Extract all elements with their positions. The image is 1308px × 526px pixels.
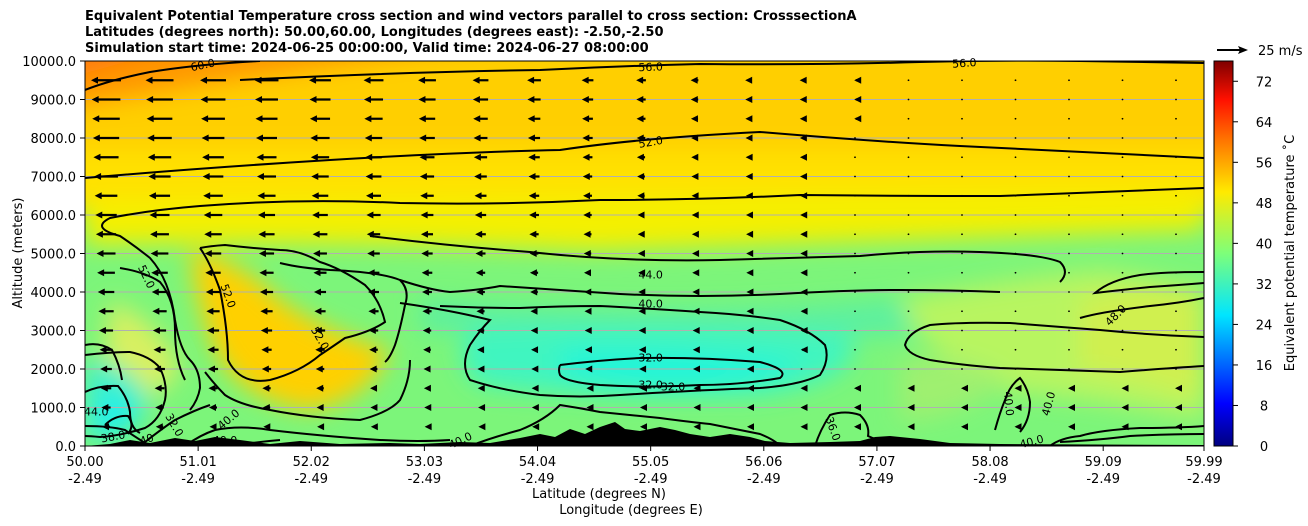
contour-label: 32.0 xyxy=(638,351,663,364)
y-tick-label: 6000.0 xyxy=(31,209,77,224)
x-tick-label-lon: -2.49 xyxy=(973,472,1007,487)
y-tick-label: 3000.0 xyxy=(31,325,77,340)
x-tick-label-lon: -2.49 xyxy=(634,472,668,487)
y-tick-label: 7000.0 xyxy=(31,171,77,186)
y-tick-label: 0.0 xyxy=(55,440,76,455)
contour-label: 38.0 xyxy=(100,428,126,445)
contour-label: 56.0 xyxy=(952,56,977,71)
contour-label-text: 56.0 xyxy=(638,60,663,74)
x-axis-label-secondary: Longitude (degrees E) xyxy=(559,503,703,518)
contour-label: 40.0 xyxy=(1001,391,1016,417)
title-line-3: Simulation start time: 2024-06-25 00:00:… xyxy=(85,41,649,56)
x-tick-label-lon: -2.49 xyxy=(860,472,894,487)
contour-label-text: 44.0 xyxy=(638,269,663,282)
colorbar-tick-label: 56 xyxy=(1256,156,1273,171)
contour-label-text: 40.0 xyxy=(213,434,238,447)
y-tick-label: 2000.0 xyxy=(31,363,77,378)
terrain xyxy=(85,422,1204,446)
colorbar-ticks: 0 8 16 24 32 40 48 56 64 72 xyxy=(1233,75,1272,455)
contour-lines xyxy=(85,61,1204,446)
contour-label: 40 xyxy=(138,431,156,448)
colorbar-tick-label: 72 xyxy=(1256,75,1273,90)
title-line-2: Latitudes (degrees north): 50.00,60.00, … xyxy=(85,25,664,40)
x-tick-label-lat: 58.08 xyxy=(971,455,1008,470)
x-tick-label-lat: 50.00 xyxy=(66,455,103,470)
title-line-1: Equivalent Potential Temperature cross s… xyxy=(85,9,857,24)
colorbar-tick-label: 24 xyxy=(1256,318,1273,333)
quiver-key-label: 25 m/s xyxy=(1258,44,1303,59)
x-tick-label-lat: 59.09 xyxy=(1085,455,1122,470)
contour-label-text: 40.0 xyxy=(1001,391,1016,417)
contour-label: 40.0 xyxy=(638,298,663,311)
colorbar-tick-label: 0 xyxy=(1260,440,1268,455)
x-tick-label-lat: 57.07 xyxy=(858,455,895,470)
x-axis-ticks: 50.00 -2.49 51.01 -2.49 52.02 -2.49 53.03 -2.49… xyxy=(66,446,1223,487)
contour-label: 40.0 xyxy=(213,434,238,447)
colorbar-tick-label: 64 xyxy=(1256,116,1273,131)
y-tick-label: 10000.0 xyxy=(22,55,76,70)
quiver-key-arrow-icon xyxy=(1238,46,1248,54)
contour-label: 32.0 xyxy=(661,380,686,393)
x-tick-label-lat: 51.01 xyxy=(180,455,217,470)
x-tick-label-lat: 52.02 xyxy=(293,455,330,470)
contour-label-text: 40 xyxy=(138,431,156,448)
quiver-key: 25 m/s xyxy=(1217,44,1303,59)
x-tick-label-lon: -2.49 xyxy=(181,472,215,487)
y-tick-label: 5000.0 xyxy=(31,248,77,263)
colorbar-tick-label: 32 xyxy=(1256,278,1273,293)
contour-label: 32.0 xyxy=(638,378,663,391)
contour-label-text: 52.0 xyxy=(638,134,664,151)
colorbar-tick-label: 48 xyxy=(1256,197,1273,212)
x-tick-label-lon: -2.49 xyxy=(521,472,555,487)
y-tick-label: 1000.0 xyxy=(31,402,77,417)
colorbar-tick-label: 16 xyxy=(1256,359,1273,374)
x-tick-label-lat: 54.04 xyxy=(519,455,556,470)
y-axis-label: Altitude (meters) xyxy=(11,198,26,309)
x-tick-label-lon: -2.49 xyxy=(408,472,442,487)
colorbar-label: Equivalent potential temperature ˚C xyxy=(1282,135,1298,371)
x-tick-label-lat: 56.06 xyxy=(745,455,782,470)
x-tick-label-lon: -2.49 xyxy=(68,472,102,487)
x-axis-label: Latitude (degrees N) xyxy=(532,487,666,502)
x-tick-label-lon: -2.49 xyxy=(1086,472,1120,487)
contour-label-text: 32.0 xyxy=(638,378,663,391)
contour-label-text: 40.0 xyxy=(1018,432,1045,451)
contour-label-text: 32.0 xyxy=(638,351,663,364)
contour-label-text: 40.0 xyxy=(1039,390,1058,417)
contour-label: 52.0 xyxy=(638,134,664,151)
contour-label: 40.0 xyxy=(1018,432,1045,451)
y-tick-label: 8000.0 xyxy=(31,132,77,147)
colorbar-gradient xyxy=(1213,60,1234,447)
contour-label-text: 38.0 xyxy=(100,428,126,445)
x-tick-label-lon: -2.49 xyxy=(294,472,328,487)
x-tick-label-lon: -2.49 xyxy=(1187,472,1221,487)
contour-label-text: 44.0 xyxy=(84,405,109,418)
contour-label-text: 32.0 xyxy=(661,380,686,393)
colorbar: 0 8 16 24 32 40 48 56 64 72 Equivalent potential … xyxy=(1213,60,1298,455)
wind-vectors xyxy=(91,76,1182,431)
x-tick-label-lat: 59.99 xyxy=(1185,455,1222,470)
contour-label-text: 40.0 xyxy=(638,298,663,311)
x-tick-label-lat: 55.05 xyxy=(632,455,669,470)
y-tick-label: 4000.0 xyxy=(31,286,77,301)
colorbar-tick-label: 40 xyxy=(1256,237,1273,252)
y-tick-label: 9000.0 xyxy=(31,94,77,109)
y-axis-ticks: 0.0 1000.0 2000.0 3000.0 4000.0 5000.0 6000.0 7… xyxy=(22,55,85,455)
colorbar-tick-label: 8 xyxy=(1260,399,1268,414)
x-tick-label-lon: -2.49 xyxy=(747,472,781,487)
x-tick-label-lat: 53.03 xyxy=(406,455,443,470)
contour-label: 56.0 xyxy=(638,60,663,74)
contour-label: 40.0 xyxy=(1039,390,1058,417)
contour-label: 44.0 xyxy=(84,405,109,418)
contour-label: 44.0 xyxy=(638,269,663,282)
contour-label-text: 56.0 xyxy=(952,56,977,71)
